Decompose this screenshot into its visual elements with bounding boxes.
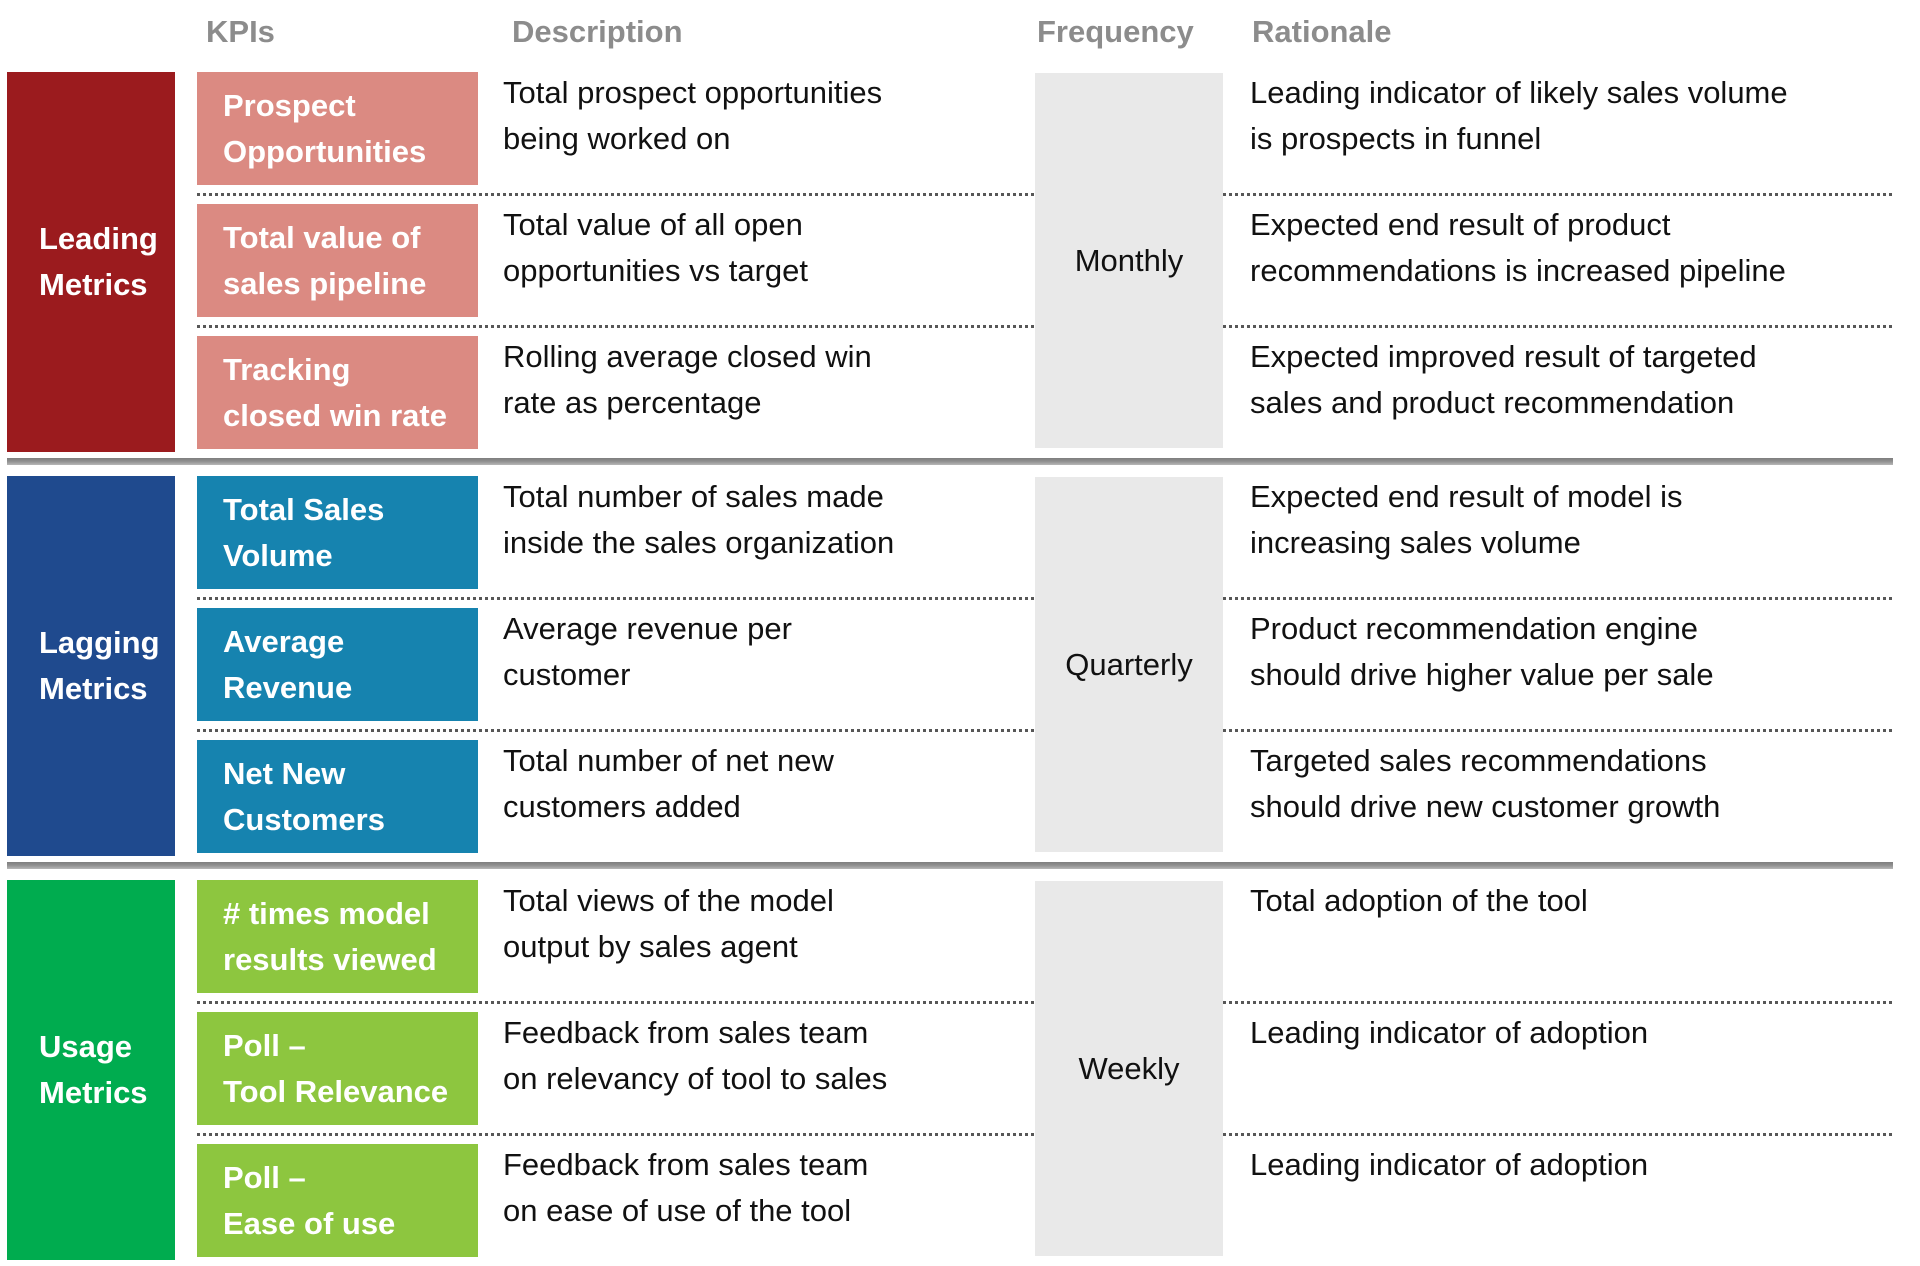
- column-header-description: Description: [512, 14, 683, 49]
- group-lagging-metrics: Lagging Metrics Total Sales Volume Total…: [7, 466, 1893, 862]
- kpi-box: Net New Customers: [197, 740, 478, 853]
- kpi-description: Total number of net new customers added: [503, 743, 834, 824]
- kpi-rationale: Expected end result of product recommend…: [1250, 207, 1786, 288]
- column-header-kpis: KPIs: [206, 14, 275, 49]
- kpi-rationale: Product recommendation engine should dri…: [1250, 611, 1714, 692]
- column-header-rationale: Rationale: [1252, 14, 1392, 49]
- group-label-usage-metrics: Usage Metrics: [7, 880, 175, 1260]
- kpi-description: Total views of the model output by sales…: [503, 883, 834, 964]
- group-label-lagging-metrics: Lagging Metrics: [7, 476, 175, 856]
- kpi-rationale: Expected improved result of targeted sal…: [1250, 339, 1757, 420]
- group-divider: [7, 458, 1893, 465]
- kpi-description: Feedback from sales team on relevancy of…: [503, 1015, 888, 1096]
- kpi-box: # times model results viewed: [197, 880, 478, 993]
- table-header: KPIs Description Frequency Rationale: [7, 0, 1893, 62]
- kpi-box: Tracking closed win rate: [197, 336, 478, 449]
- kpi-box: Prospect Opportunities: [197, 72, 478, 185]
- kpi-description: Rolling average closed win rate as perce…: [503, 339, 872, 420]
- group-usage-metrics: Usage Metrics # times model results view…: [7, 870, 1893, 1266]
- kpi-description: Total value of all open opportunities vs…: [503, 207, 809, 288]
- kpi-rationale: Leading indicator of adoption: [1250, 1147, 1649, 1182]
- kpi-rationale: Total adoption of the tool: [1250, 883, 1588, 918]
- group-divider: [7, 862, 1893, 869]
- kpi-box: Poll – Tool Relevance: [197, 1012, 478, 1125]
- kpi-rationale: Expected end result of model is increasi…: [1250, 479, 1683, 560]
- kpi-box: Total value of sales pipeline: [197, 204, 478, 317]
- kpi-description: Total number of sales made inside the sa…: [503, 479, 895, 560]
- group-label-leading-metrics: Leading Metrics: [7, 72, 175, 452]
- group-leading-metrics: Leading Metrics Prospect Opportunities T…: [7, 62, 1893, 458]
- column-header-frequency: Frequency: [1037, 14, 1194, 49]
- kpi-rationale: Leading indicator of adoption: [1250, 1015, 1649, 1050]
- kpi-description: Feedback from sales team on ease of use …: [503, 1147, 869, 1228]
- kpi-description: Average revenue per customer: [503, 611, 792, 692]
- frequency-cell: Quarterly: [1035, 477, 1223, 852]
- kpi-rationale: Leading indicator of likely sales volume…: [1250, 75, 1788, 156]
- kpi-box: Total Sales Volume: [197, 476, 478, 589]
- frequency-cell: Monthly: [1035, 73, 1223, 448]
- kpi-box: Poll – Ease of use: [197, 1144, 478, 1257]
- frequency-cell: Weekly: [1035, 881, 1223, 1256]
- kpi-description: Total prospect opportunities being worke…: [503, 75, 883, 156]
- kpi-box: Average Revenue: [197, 608, 478, 721]
- kpi-rationale: Targeted sales recommendations should dr…: [1250, 743, 1721, 824]
